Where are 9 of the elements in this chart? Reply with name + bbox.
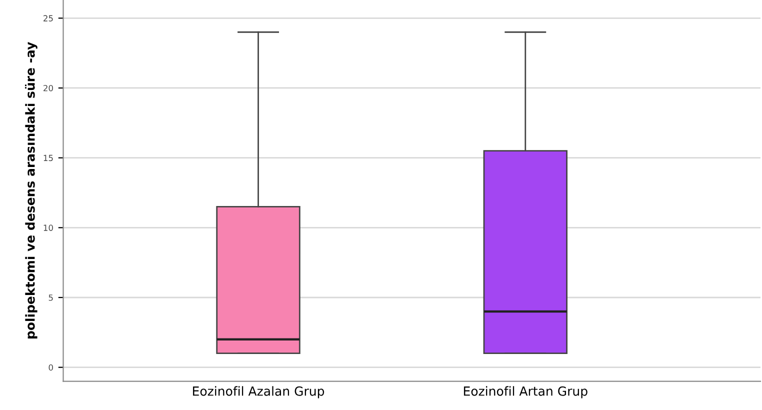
- y-tick-label: 15: [44, 154, 53, 162]
- y-axis-title: polipektomi ve desens arasındaki süre -ay: [24, 42, 38, 338]
- x-tick-label: Eozinofil Artan Grup: [464, 386, 588, 398]
- y-tick-label: 20: [44, 84, 53, 92]
- y-tick-label: 25: [44, 15, 53, 22]
- y-tick-label: 10: [44, 224, 53, 231]
- y-tick-label: 0: [48, 364, 53, 371]
- x-tick-label: Eozinofil Azalan Grup: [193, 386, 324, 398]
- y-tick-label: 5: [48, 294, 53, 301]
